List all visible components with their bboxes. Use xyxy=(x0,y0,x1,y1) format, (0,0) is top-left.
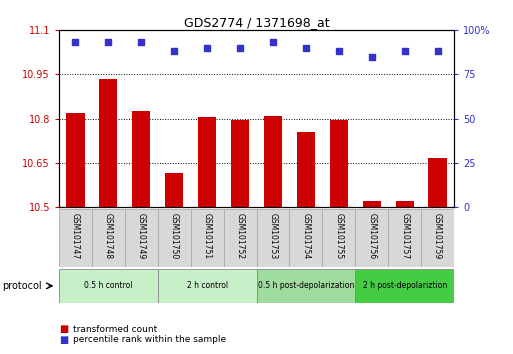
Text: 2 h control: 2 h control xyxy=(187,281,228,290)
Text: 2 h post-depolariztion: 2 h post-depolariztion xyxy=(363,281,447,290)
Text: GSM101749: GSM101749 xyxy=(137,213,146,259)
Text: GSM101748: GSM101748 xyxy=(104,213,113,259)
Text: protocol: protocol xyxy=(3,281,42,291)
Text: 0.5 h control: 0.5 h control xyxy=(84,281,133,290)
Bar xyxy=(256,269,355,303)
Text: GSM101751: GSM101751 xyxy=(203,213,212,259)
Bar xyxy=(132,111,150,207)
Bar xyxy=(421,209,454,267)
Bar xyxy=(165,173,183,207)
Text: transformed count: transformed count xyxy=(73,325,157,334)
Bar xyxy=(355,269,454,303)
Bar xyxy=(231,120,249,207)
Bar xyxy=(322,209,355,267)
Bar xyxy=(428,159,447,207)
Point xyxy=(236,45,244,51)
Text: ■: ■ xyxy=(59,335,68,345)
Bar xyxy=(396,201,413,207)
Text: percentile rank within the sample: percentile rank within the sample xyxy=(73,335,226,344)
Text: GSM101759: GSM101759 xyxy=(433,213,442,259)
Bar xyxy=(289,209,322,267)
Text: GSM101750: GSM101750 xyxy=(170,213,179,259)
Bar xyxy=(355,209,388,267)
Text: GSM101747: GSM101747 xyxy=(71,213,80,259)
Text: GSM101757: GSM101757 xyxy=(400,213,409,259)
Point xyxy=(401,48,409,54)
Bar xyxy=(100,79,117,207)
Bar xyxy=(198,117,216,207)
Bar xyxy=(158,209,191,267)
Point xyxy=(269,40,277,45)
Text: GSM101753: GSM101753 xyxy=(268,213,278,259)
Bar xyxy=(297,132,315,207)
Bar xyxy=(224,209,256,267)
Bar xyxy=(59,269,158,303)
Bar xyxy=(191,209,224,267)
Bar xyxy=(125,209,158,267)
Text: GSM101755: GSM101755 xyxy=(334,213,343,259)
Point xyxy=(203,45,211,51)
Bar xyxy=(330,120,348,207)
Bar xyxy=(59,209,92,267)
Bar xyxy=(388,209,421,267)
Text: GSM101756: GSM101756 xyxy=(367,213,376,259)
Bar xyxy=(363,201,381,207)
Point xyxy=(302,45,310,51)
Bar xyxy=(264,116,282,207)
Text: ■: ■ xyxy=(59,324,68,334)
Bar xyxy=(66,113,85,207)
Point xyxy=(170,48,179,54)
Bar xyxy=(158,269,256,303)
Point xyxy=(368,54,376,59)
Point xyxy=(334,48,343,54)
Title: GDS2774 / 1371698_at: GDS2774 / 1371698_at xyxy=(184,16,329,29)
Point xyxy=(104,40,112,45)
Text: GSM101754: GSM101754 xyxy=(301,213,310,259)
Point xyxy=(137,40,145,45)
Bar xyxy=(92,209,125,267)
Point xyxy=(433,48,442,54)
Text: GSM101752: GSM101752 xyxy=(235,213,245,259)
Point xyxy=(71,40,80,45)
Bar xyxy=(256,209,289,267)
Text: 0.5 h post-depolarization: 0.5 h post-depolarization xyxy=(258,281,354,290)
